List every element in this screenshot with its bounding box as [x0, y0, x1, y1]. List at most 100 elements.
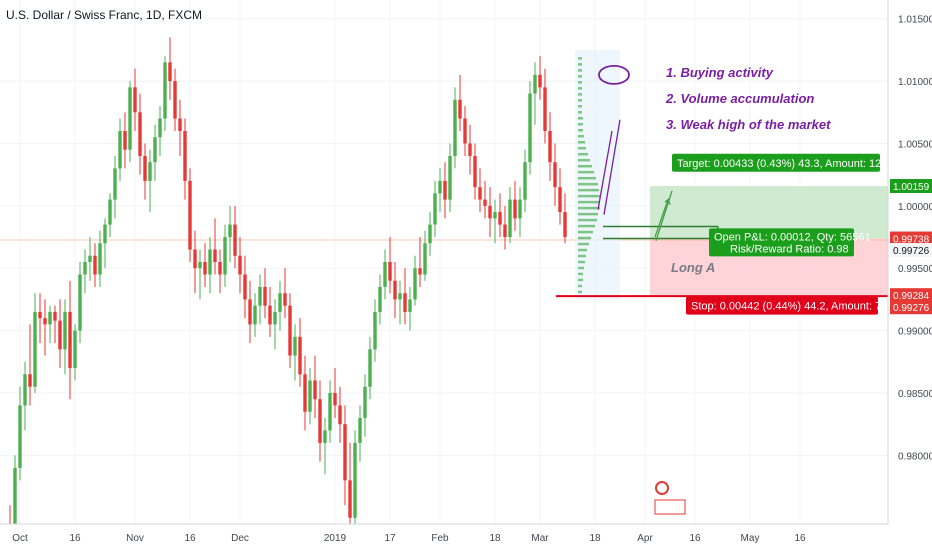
- volume-profile-bar: [578, 105, 582, 108]
- candle-body: [303, 374, 307, 412]
- rr-label-text: Risk/Reward Ratio: 0.98: [730, 243, 849, 255]
- candle-body: [323, 430, 327, 443]
- volume-profile-bar: [578, 260, 585, 264]
- candle-body: [53, 311, 57, 321]
- candle-body: [458, 99, 462, 119]
- price-badge: [890, 300, 932, 315]
- price-axis-bg: [888, 0, 932, 550]
- candle-body: [503, 224, 507, 238]
- volume-profile-bar: [578, 111, 582, 114]
- candle-body: [158, 118, 162, 138]
- candle-body: [198, 262, 202, 269]
- candle-body: [273, 311, 277, 325]
- price-badge: [890, 179, 932, 194]
- volume-profile-bar: [578, 272, 583, 276]
- candle-body: [413, 268, 417, 300]
- volume-profile-bar: [578, 81, 582, 84]
- price-badge: [890, 231, 932, 246]
- candle-body: [268, 305, 272, 325]
- candles-layer: [8, 37, 567, 555]
- candle-body: [128, 87, 132, 150]
- candle-body: [393, 280, 397, 300]
- candle-body: [538, 74, 542, 88]
- volume-profile-bar: [578, 284, 582, 288]
- candle-body: [298, 336, 302, 375]
- candle-body: [83, 262, 87, 275]
- stop-label-text: Stop: 0.00442 (0.44%) 44.2, Amount: 750: [691, 301, 893, 313]
- candle-body: [428, 224, 432, 244]
- pnl-label-box: [709, 228, 854, 257]
- watermark-logo: [655, 481, 669, 495]
- candle-body: [443, 180, 447, 200]
- price-tick-label: 0.98000: [898, 451, 932, 462]
- candle-body: [218, 262, 222, 275]
- volume-profile-bar: [578, 218, 597, 222]
- candle-body: [18, 405, 22, 468]
- candle-body: [478, 187, 482, 200]
- price-tick-label: 0.98500: [898, 389, 932, 400]
- volume-profile-bar: [578, 134, 584, 138]
- candle-body: [528, 93, 532, 163]
- candle-body: [13, 467, 17, 555]
- volume-profile-bar: [578, 93, 582, 96]
- candle-body: [308, 380, 312, 412]
- candle-body: [213, 249, 217, 262]
- candle-body: [123, 131, 127, 150]
- candle-body: [23, 374, 27, 406]
- volume-profile-bar: [578, 117, 583, 120]
- candle-body: [343, 424, 347, 481]
- candle-body: [113, 168, 117, 200]
- volume-profile-bar: [578, 123, 583, 126]
- position-zones: [0, 49, 888, 300]
- volume-profile-bar: [578, 290, 582, 294]
- candle-body: [378, 286, 382, 312]
- candle-body: [223, 237, 227, 275]
- candle-body: [288, 305, 292, 356]
- time-tick-label: Mar: [531, 533, 549, 544]
- candle-body: [58, 320, 62, 350]
- volume-profile-bar: [578, 176, 596, 180]
- volume-profile-bar: [578, 63, 582, 66]
- volume-profile-bar: [578, 230, 593, 234]
- time-tick-label: 16: [69, 533, 81, 544]
- weak-high-ellipse: [598, 64, 630, 85]
- stop-label-box: [686, 296, 878, 315]
- time-tick-label: Dec: [231, 533, 249, 544]
- candle-body: [448, 155, 452, 200]
- time-tick-label: 16: [689, 533, 701, 544]
- candle-body: [313, 380, 317, 400]
- candle-body: [183, 131, 187, 181]
- candle-body: [233, 224, 237, 256]
- candle-body: [203, 262, 207, 275]
- candle-body: [143, 155, 147, 181]
- candle-body: [118, 131, 122, 169]
- volume-profile-bar: [578, 129, 583, 132]
- price-tick-label: 0.99500: [898, 264, 932, 275]
- candle-body: [48, 311, 52, 325]
- candle-body: [208, 249, 212, 275]
- volume-profile-bar: [578, 188, 599, 192]
- candle-body: [33, 311, 37, 387]
- candle-body: [463, 118, 467, 144]
- candle-body: [383, 262, 387, 287]
- candle-body: [453, 99, 457, 156]
- price-badge-label: 0.99284: [893, 291, 930, 302]
- volume-profile-bar: [578, 164, 592, 168]
- pnl-label-text: Open P&L: 0.00012, Qty: 56561: [714, 231, 871, 243]
- candle-body: [333, 393, 337, 406]
- candle-body: [108, 199, 112, 225]
- candle-body: [433, 193, 437, 225]
- annotation-text-1: 1. Buying activity: [666, 65, 774, 80]
- volume-profile-bar: [578, 182, 598, 186]
- volume-profile-bar: [578, 200, 600, 204]
- candle-body: [438, 180, 442, 194]
- candle-body: [418, 268, 422, 275]
- candle-body: [263, 286, 267, 306]
- candle-body: [98, 243, 102, 275]
- candle-body: [423, 243, 427, 275]
- time-tick-label: Feb: [431, 533, 449, 544]
- candle-body: [493, 212, 497, 219]
- candle-body: [88, 255, 92, 262]
- candle-body: [373, 311, 377, 350]
